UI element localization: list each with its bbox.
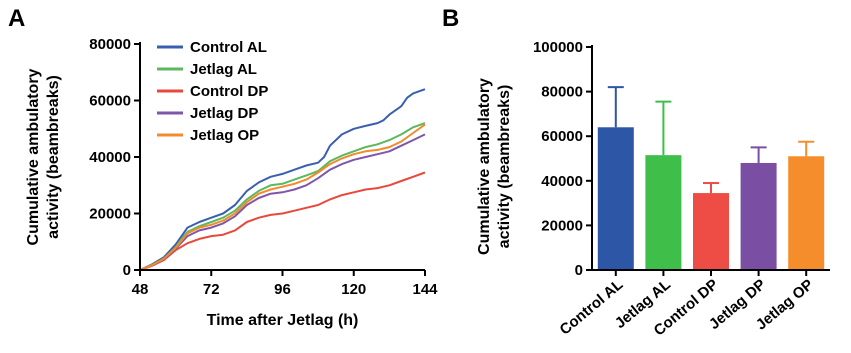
legend-label: Jetlag DP bbox=[190, 105, 258, 122]
y-axis-title-line: activity (beambreaks) bbox=[496, 85, 513, 249]
x-tick-label: 48 bbox=[132, 281, 149, 298]
axis-lines bbox=[591, 45, 830, 271]
y-axis-ticks: 0 20000 40000 60000 80000 bbox=[89, 36, 140, 279]
legend-label: Control DP bbox=[190, 83, 268, 100]
y-tick-label: 40000 bbox=[541, 173, 583, 190]
series-line bbox=[139, 88, 426, 271]
legend-label: Jetlag OP bbox=[190, 127, 259, 144]
legend: Control AL Jetlag AL Control DP Jetlag DP Je… bbox=[157, 39, 268, 144]
series-lines bbox=[139, 88, 426, 271]
y-axis-title-line: Cumulative ambulatory bbox=[25, 68, 42, 245]
y-axis-title-line: Cumulative ambulatory bbox=[476, 78, 493, 255]
panel-label-b: B bbox=[442, 5, 459, 32]
panel-label-a: A bbox=[8, 5, 25, 32]
y-tick-label: 0 bbox=[575, 262, 583, 279]
axis-lines bbox=[139, 42, 425, 271]
y-axis-title-line: activity (beambreaks) bbox=[45, 75, 62, 239]
y-axis-title: Cumulative ambulatory activity (beambreak… bbox=[25, 68, 62, 245]
y-tick-label: 20000 bbox=[541, 217, 583, 234]
line-chart: Cumulative ambulatory activity (beambreak… bbox=[25, 36, 438, 329]
series-line bbox=[139, 133, 426, 271]
bar bbox=[693, 193, 729, 270]
x-axis-ticks: 48 72 96 120 144 bbox=[132, 270, 438, 298]
bar bbox=[740, 162, 777, 270]
series-line bbox=[139, 123, 426, 271]
y-axis-ticks: 0 20000 40000 60000 80000 100000 bbox=[533, 39, 592, 279]
y-tick-label: 60000 bbox=[89, 93, 131, 110]
x-tick-label: 96 bbox=[274, 281, 291, 298]
y-tick-label: 80000 bbox=[89, 36, 131, 53]
y-tick-label: 40000 bbox=[89, 149, 131, 166]
x-tick-label: Control AL bbox=[557, 276, 627, 338]
legend-label: Control AL bbox=[190, 39, 267, 56]
series-line bbox=[139, 171, 426, 271]
y-tick-label: 80000 bbox=[541, 84, 583, 101]
legend-label: Jetlag AL bbox=[190, 61, 257, 78]
x-tick-label: 120 bbox=[341, 281, 366, 298]
y-axis-title: Cumulative ambulatory activity (beambreak… bbox=[476, 78, 513, 255]
y-tick-label: 100000 bbox=[533, 39, 583, 56]
bar bbox=[597, 127, 634, 270]
series-line bbox=[139, 122, 426, 271]
y-tick-label: 0 bbox=[123, 262, 131, 279]
y-tick-label: 60000 bbox=[541, 128, 583, 145]
bar-chart: Cumulative ambulatory activity (beambreak… bbox=[476, 39, 830, 339]
y-tick-label: 20000 bbox=[89, 206, 131, 223]
x-tick-label: 144 bbox=[412, 281, 438, 298]
x-axis-title: Time after Jetlag (h) bbox=[207, 312, 359, 329]
bar bbox=[788, 156, 825, 270]
bars bbox=[597, 86, 825, 270]
x-tick-label: 72 bbox=[203, 281, 220, 298]
bar bbox=[645, 155, 682, 270]
